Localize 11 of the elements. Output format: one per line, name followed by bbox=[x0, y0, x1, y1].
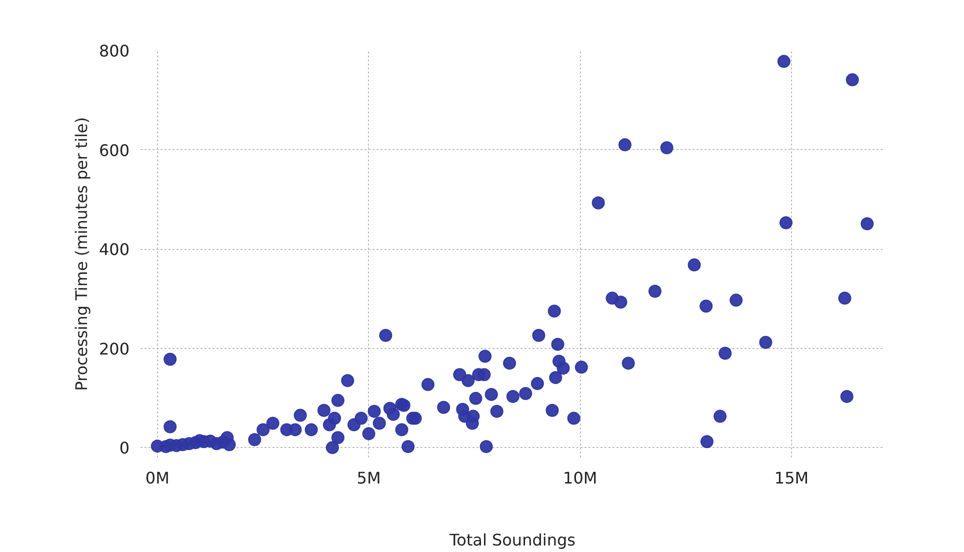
y-tick-label: 200 bbox=[98, 339, 130, 358]
x-tick-label: 5M bbox=[356, 468, 381, 488]
y-tick-label: 400 bbox=[98, 240, 130, 260]
y-axis-title: Processing Time (minutes per tile) bbox=[72, 117, 91, 391]
y-tick-label: 0 bbox=[119, 438, 130, 458]
x-tick-label: 10M bbox=[563, 468, 598, 488]
x-axis-title: Total Soundings bbox=[448, 530, 576, 550]
y-tick-label: 600 bbox=[98, 140, 130, 160]
x-tick-label: 15M bbox=[774, 468, 809, 488]
x-tick-label: 0M bbox=[145, 468, 170, 488]
y-tick-label: 800 bbox=[98, 42, 130, 60]
